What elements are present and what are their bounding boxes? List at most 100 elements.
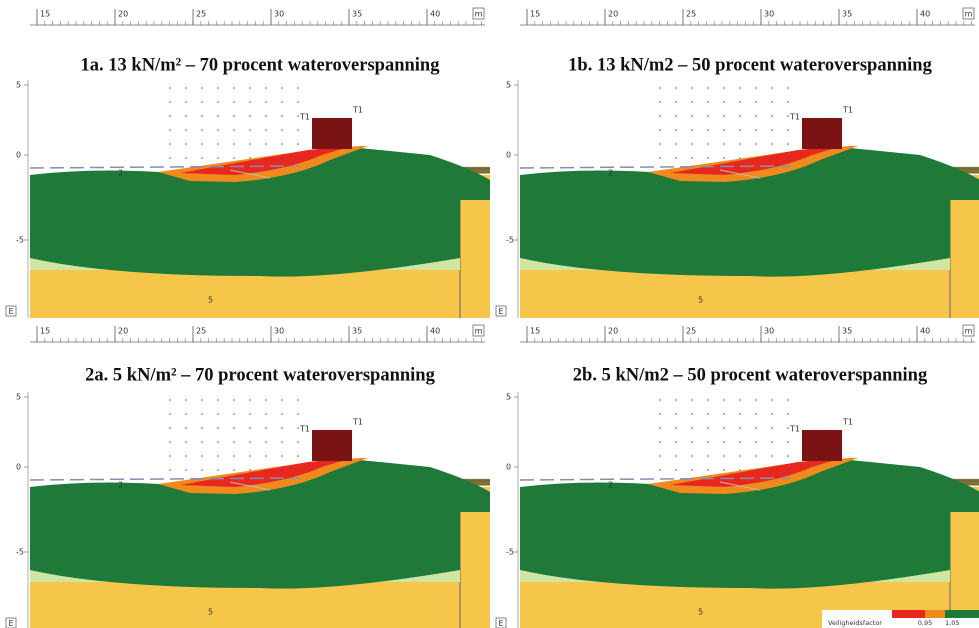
grid-dot [185, 455, 187, 457]
panel: T1T12550-5E [6, 80, 490, 318]
grid-dot [233, 441, 235, 443]
ruler-label: 25 [196, 327, 206, 336]
point-label: T1 [789, 425, 800, 434]
grid-dot [771, 469, 773, 471]
load [802, 118, 842, 149]
grid-dot [755, 101, 757, 103]
layer-label: 5 [208, 608, 213, 617]
grid-dot [771, 455, 773, 457]
grid-dot [739, 143, 741, 145]
layer-label: 5 [698, 296, 703, 305]
grid-dot [265, 413, 267, 415]
figure: 152025303540m152025303540m152025303540m1… [0, 0, 979, 628]
grid-dot [265, 399, 267, 401]
grid-dot [281, 129, 283, 131]
layer-label: 5 [698, 608, 703, 617]
ruler-unit: m [475, 327, 483, 336]
ruler-label: 20 [118, 10, 128, 19]
grid-dot [707, 87, 709, 89]
grid-dot [185, 427, 187, 429]
ruler-label: 20 [608, 10, 618, 19]
grid-dot [723, 87, 725, 89]
grid-dot [169, 413, 171, 415]
ruler-label: 25 [686, 10, 696, 19]
grid-dot [787, 101, 789, 103]
legend-title: Veiligheidsfactor [828, 619, 882, 627]
grid-dot [249, 87, 251, 89]
legend-tick: 0,95 [918, 619, 932, 627]
panel-title: 2b. 5 kN/m2 – 50 procent wateroverspanni… [573, 365, 928, 385]
grid-dot [297, 115, 299, 117]
ruler-label: 30 [274, 10, 284, 19]
marker-label: E [498, 619, 503, 628]
grid-dot [297, 455, 299, 457]
grid-dot [787, 441, 789, 443]
grid-dot [675, 129, 677, 131]
grid-dot [249, 413, 251, 415]
grid-dot [771, 143, 773, 145]
grid-dot [707, 101, 709, 103]
ruler-label: 15 [40, 327, 50, 336]
grid-dot [771, 115, 773, 117]
y-label: 0 [506, 463, 511, 472]
point-label: T1 [789, 113, 800, 122]
grid-dot [723, 413, 725, 415]
grid-dot [233, 115, 235, 117]
grid-dot [201, 115, 203, 117]
grid-dot [675, 87, 677, 89]
grid-dot [771, 441, 773, 443]
grid-dot [739, 441, 741, 443]
grid-dot [249, 157, 251, 159]
grid-dot [249, 427, 251, 429]
panel: T1T12550-5E [6, 392, 490, 628]
grid-dot [217, 455, 219, 457]
layer-label: 5 [208, 296, 213, 305]
grid-dot [249, 455, 251, 457]
grid-dot [217, 399, 219, 401]
grid-dot [691, 413, 693, 415]
grid-dot [201, 455, 203, 457]
grid-dot [249, 441, 251, 443]
grid-dot [707, 441, 709, 443]
load [312, 430, 352, 461]
layer-label: 2 [608, 481, 613, 490]
grid-dot [169, 115, 171, 117]
grid-dot [675, 399, 677, 401]
marker-label: E [8, 619, 13, 628]
grid-dot [707, 115, 709, 117]
grid-dot [185, 87, 187, 89]
grid-dot [771, 129, 773, 131]
y-label: 5 [506, 81, 511, 90]
ruler-label: 15 [40, 10, 50, 19]
grid-dot [169, 399, 171, 401]
grid-dot [297, 143, 299, 145]
ruler-unit: m [965, 327, 973, 336]
y-label: 5 [16, 81, 21, 90]
grid-dot [787, 427, 789, 429]
grid-dot [249, 129, 251, 131]
y-label: -5 [506, 236, 514, 245]
grid-dot [707, 129, 709, 131]
grid-dot [281, 399, 283, 401]
panel-plot: T1T125 [520, 392, 979, 628]
ruler: 152025303540m [520, 325, 975, 342]
grid-dot [281, 101, 283, 103]
grid-dot [265, 129, 267, 131]
grid-dot [755, 469, 757, 471]
grid-dot [169, 101, 171, 103]
grid-dot [201, 129, 203, 131]
grid-dot [739, 413, 741, 415]
panel-title: 2a. 5 kN/m² – 70 procent wateroverspanni… [85, 365, 435, 385]
grid-dot [281, 413, 283, 415]
grid-dot [739, 157, 741, 159]
grid-dot [659, 87, 661, 89]
y-label: 0 [16, 463, 21, 472]
grid-dot [233, 399, 235, 401]
grid-dot [185, 441, 187, 443]
grid-dot [233, 101, 235, 103]
grid-dot [185, 469, 187, 471]
grid-dot [707, 399, 709, 401]
grid-dot [675, 101, 677, 103]
